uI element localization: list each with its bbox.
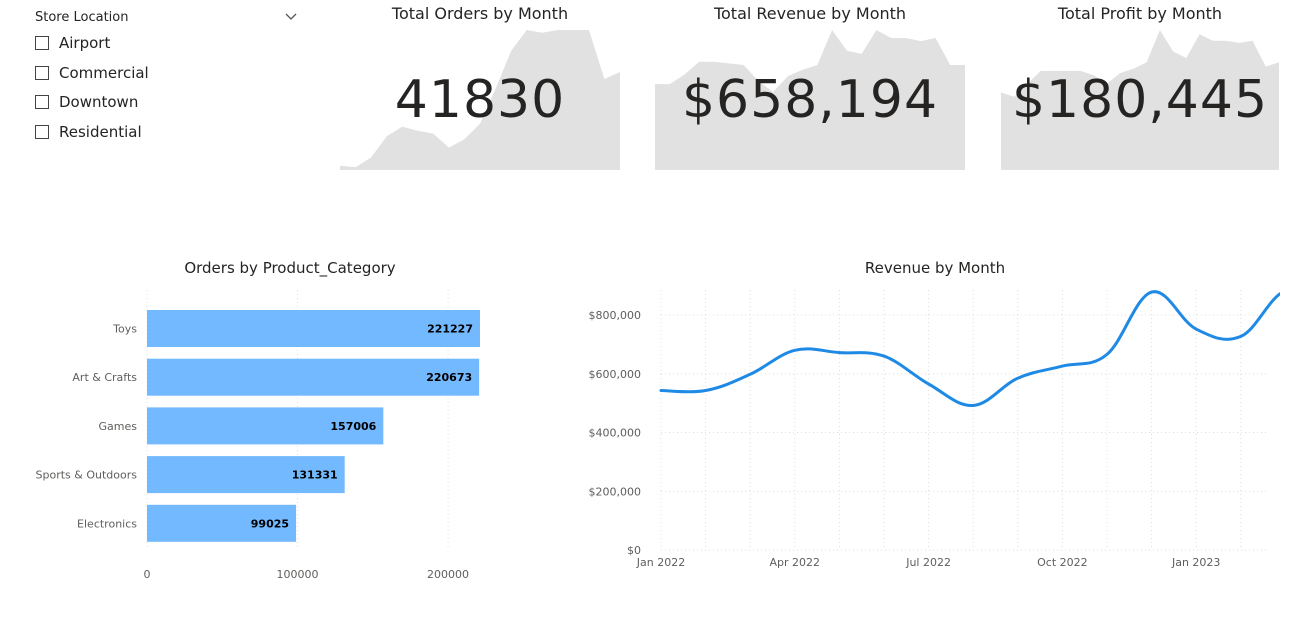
checkbox[interactable] bbox=[35, 35, 49, 50]
revenue-line[interactable] bbox=[659, 290, 1280, 408]
category-label: Games bbox=[99, 420, 138, 433]
x-tick-label: 100000 bbox=[277, 568, 319, 581]
x-tick-label: Apr 2022 bbox=[770, 556, 821, 569]
slicer-header[interactable]: Store Location bbox=[35, 6, 300, 28]
bar-chart-title: Orders by Product_Category bbox=[184, 259, 396, 277]
slicer-title: Store Location bbox=[35, 9, 129, 25]
x-tick-label: Jan 2023 bbox=[1171, 556, 1220, 569]
bar[interactable] bbox=[147, 407, 384, 445]
slicer-item-label: Residential bbox=[59, 122, 142, 141]
bar[interactable] bbox=[147, 310, 480, 347]
kpi-title: Total Revenue by Month bbox=[713, 4, 907, 23]
kpi-sparkline bbox=[340, 30, 620, 170]
data-label: 221227 bbox=[427, 323, 473, 336]
data-label: 99025 bbox=[251, 517, 289, 530]
sparkline-area bbox=[1001, 30, 1279, 170]
sparkline-area bbox=[340, 30, 620, 170]
orders-by-category-chart[interactable]: 0 100000 200000 Toys 221227 Art & Crafts 22067… bbox=[0, 285, 560, 625]
kpi-total-profit[interactable]: Total Profit by Month $180,445 bbox=[1001, 0, 1279, 170]
revenue-by-month-chart[interactable]: $0 $200,000 $400,000 $600,000 $800,000 Jan 20… bbox=[580, 285, 1280, 585]
slicer-item-commercial[interactable]: Commercial bbox=[35, 58, 300, 88]
kpi-value: 41830 bbox=[394, 70, 566, 130]
y-tick-label: $800,000 bbox=[589, 309, 642, 322]
kpi-title: Total Profit by Month bbox=[1057, 4, 1223, 23]
slicer-item-label: Commercial bbox=[59, 63, 149, 82]
data-label: 131331 bbox=[292, 469, 338, 482]
line-chart-title: Revenue by Month bbox=[864, 259, 1006, 277]
category-label: Art & Crafts bbox=[72, 371, 137, 384]
kpi-sparkline bbox=[655, 30, 965, 170]
x-tick-label: 200000 bbox=[427, 568, 469, 581]
y-tick-label: $600,000 bbox=[589, 368, 642, 381]
x-tick-label: Jan 2022 bbox=[636, 556, 685, 569]
data-label: 220673 bbox=[426, 371, 472, 384]
kpi-total-revenue[interactable]: Total Revenue by Month $658,194 bbox=[655, 0, 965, 170]
category-label: Sports & Outdoors bbox=[36, 469, 138, 482]
checkbox[interactable] bbox=[35, 95, 49, 110]
y-tick-label: $200,000 bbox=[589, 485, 642, 498]
kpi-sparkline bbox=[1001, 30, 1279, 170]
category-label: Electronics bbox=[77, 517, 137, 530]
kpi-value: $180,445 bbox=[1011, 70, 1269, 130]
store-location-slicer: Store Location Airport Commercial Downto… bbox=[35, 6, 300, 147]
x-tick-label: 0 bbox=[144, 568, 151, 581]
data-label: 157006 bbox=[330, 420, 376, 433]
checkbox[interactable] bbox=[35, 65, 49, 80]
y-tick-label: $400,000 bbox=[589, 427, 642, 440]
slicer-item-residential[interactable]: Residential bbox=[35, 117, 300, 147]
kpi-value: $658,194 bbox=[681, 70, 939, 130]
x-tick-label: Jul 2022 bbox=[905, 556, 951, 569]
y-tick-label: $0 bbox=[627, 544, 641, 557]
kpi-title: Total Orders by Month bbox=[391, 4, 569, 23]
checkbox[interactable] bbox=[35, 124, 49, 139]
category-label: Toys bbox=[112, 323, 137, 336]
slicer-item-label: Airport bbox=[59, 33, 111, 52]
kpi-total-orders[interactable]: Total Orders by Month 41830 bbox=[340, 0, 620, 170]
chevron-down-icon[interactable] bbox=[284, 10, 298, 24]
slicer-item-downtown[interactable]: Downtown bbox=[35, 87, 300, 117]
bar[interactable] bbox=[147, 456, 345, 494]
slicer-item-label: Downtown bbox=[59, 93, 139, 112]
bar[interactable] bbox=[147, 358, 480, 396]
bar[interactable] bbox=[147, 504, 297, 542]
sparkline-area bbox=[655, 30, 965, 170]
x-tick-label: Oct 2022 bbox=[1037, 556, 1088, 569]
slicer-item-airport[interactable]: Airport bbox=[35, 28, 300, 58]
